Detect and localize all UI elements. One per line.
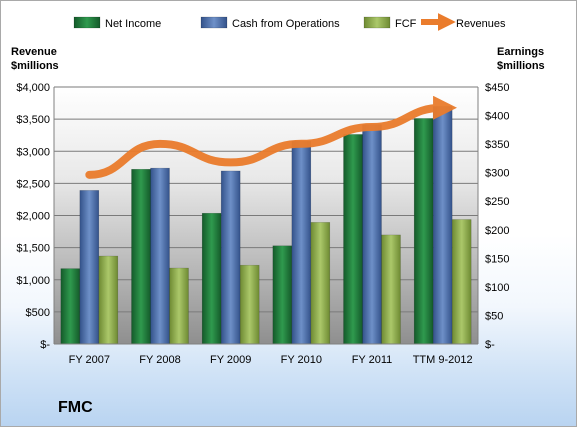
x-axis-tick-label: FY 2010 (281, 354, 322, 366)
left-axis-tick-label: $3,000 (16, 146, 50, 158)
legend-fcf-label: FCF (395, 18, 417, 30)
right-axis-tick-label: $100 (485, 282, 509, 294)
left-axis-tick-label: $500 (26, 307, 50, 319)
fcf-bar (98, 255, 119, 345)
net-income-bar (201, 212, 222, 345)
cash-from-operations-bar (150, 167, 170, 345)
legend-net-income-label: Net Income (105, 18, 161, 30)
left-axis-tick-label: $1,500 (16, 243, 50, 255)
left-axis-tick-label: $4,000 (16, 82, 50, 94)
right-axis-tick-label: $- (485, 339, 495, 351)
left-axis-tick-label: $- (40, 339, 50, 351)
cash-from-operations-bar (291, 141, 312, 345)
legend-fcf-swatch (363, 16, 391, 29)
x-axis-tick-label: TTM 9-2012 (413, 354, 473, 366)
legend-revenues-label: Revenues (456, 18, 506, 30)
right-axis-title-line2: $millions (497, 60, 545, 72)
cash-from-operations-bar (220, 170, 241, 345)
left-axis-tick-label: $2,000 (16, 211, 50, 223)
revenue-line-layer (85, 95, 458, 179)
left-axis-title-line2: $millions (11, 60, 59, 72)
left-axis-tick-label: $3,500 (16, 114, 50, 126)
right-axis-tick-label: $250 (485, 196, 509, 208)
legend-net-income-swatch (73, 16, 101, 29)
net-income-bar (343, 134, 363, 345)
net-income-bar (272, 245, 293, 345)
fcf-bar (169, 267, 189, 345)
left-axis-title: Revenue $millions (11, 45, 59, 73)
right-axis-tick-label: $50 (485, 310, 503, 322)
right-axis-tick-label: $200 (485, 225, 509, 237)
left-axis-title-line1: Revenue (11, 46, 57, 58)
right-axis-tick-label: $300 (485, 168, 509, 180)
fcf-bar (381, 234, 401, 345)
right-axis-tick-label: $150 (485, 253, 509, 265)
net-income-bar (60, 268, 81, 345)
bars (60, 106, 472, 345)
revenues-line (85, 95, 458, 179)
legend-cash-from-operations-label: Cash from Operations (232, 18, 340, 30)
right-axis-tick-label: $350 (485, 139, 509, 151)
right-axis-title: Earnings $millions (497, 45, 545, 73)
cash-from-operations-bar (79, 190, 100, 345)
x-axis-tick-label: FY 2008 (139, 354, 180, 366)
x-axis-tick-label: FY 2007 (69, 354, 110, 366)
x-axis-tick-label: FY 2011 (352, 354, 393, 366)
legend-cash-from-operations-swatch (200, 16, 228, 29)
net-income-bar (413, 118, 434, 345)
right-axis-tick-label: $400 (485, 111, 509, 123)
net-income-bar (131, 168, 151, 345)
company-name: FMC (58, 399, 93, 416)
axes: $- $500 $1,000 $1,500 $2,000 $2,500 $3,000 $3,5… (16, 82, 509, 366)
left-axis-tick-label: $2,500 (16, 178, 50, 190)
right-axis-tick-label: $450 (485, 82, 509, 94)
left-axis-tick-label: $1,000 (16, 275, 50, 287)
cash-from-operations-bar (432, 106, 453, 345)
fcf-bar (451, 219, 472, 345)
fcf-bar (310, 222, 331, 345)
legend: Net Income Cash from Operations FCF Revenue… (73, 13, 506, 31)
fcf-bar (239, 264, 260, 345)
x-axis-tick-label: FY 2009 (210, 354, 251, 366)
cash-from-operations-bar (362, 124, 382, 345)
right-axis-title-line1: Earnings (497, 46, 545, 58)
